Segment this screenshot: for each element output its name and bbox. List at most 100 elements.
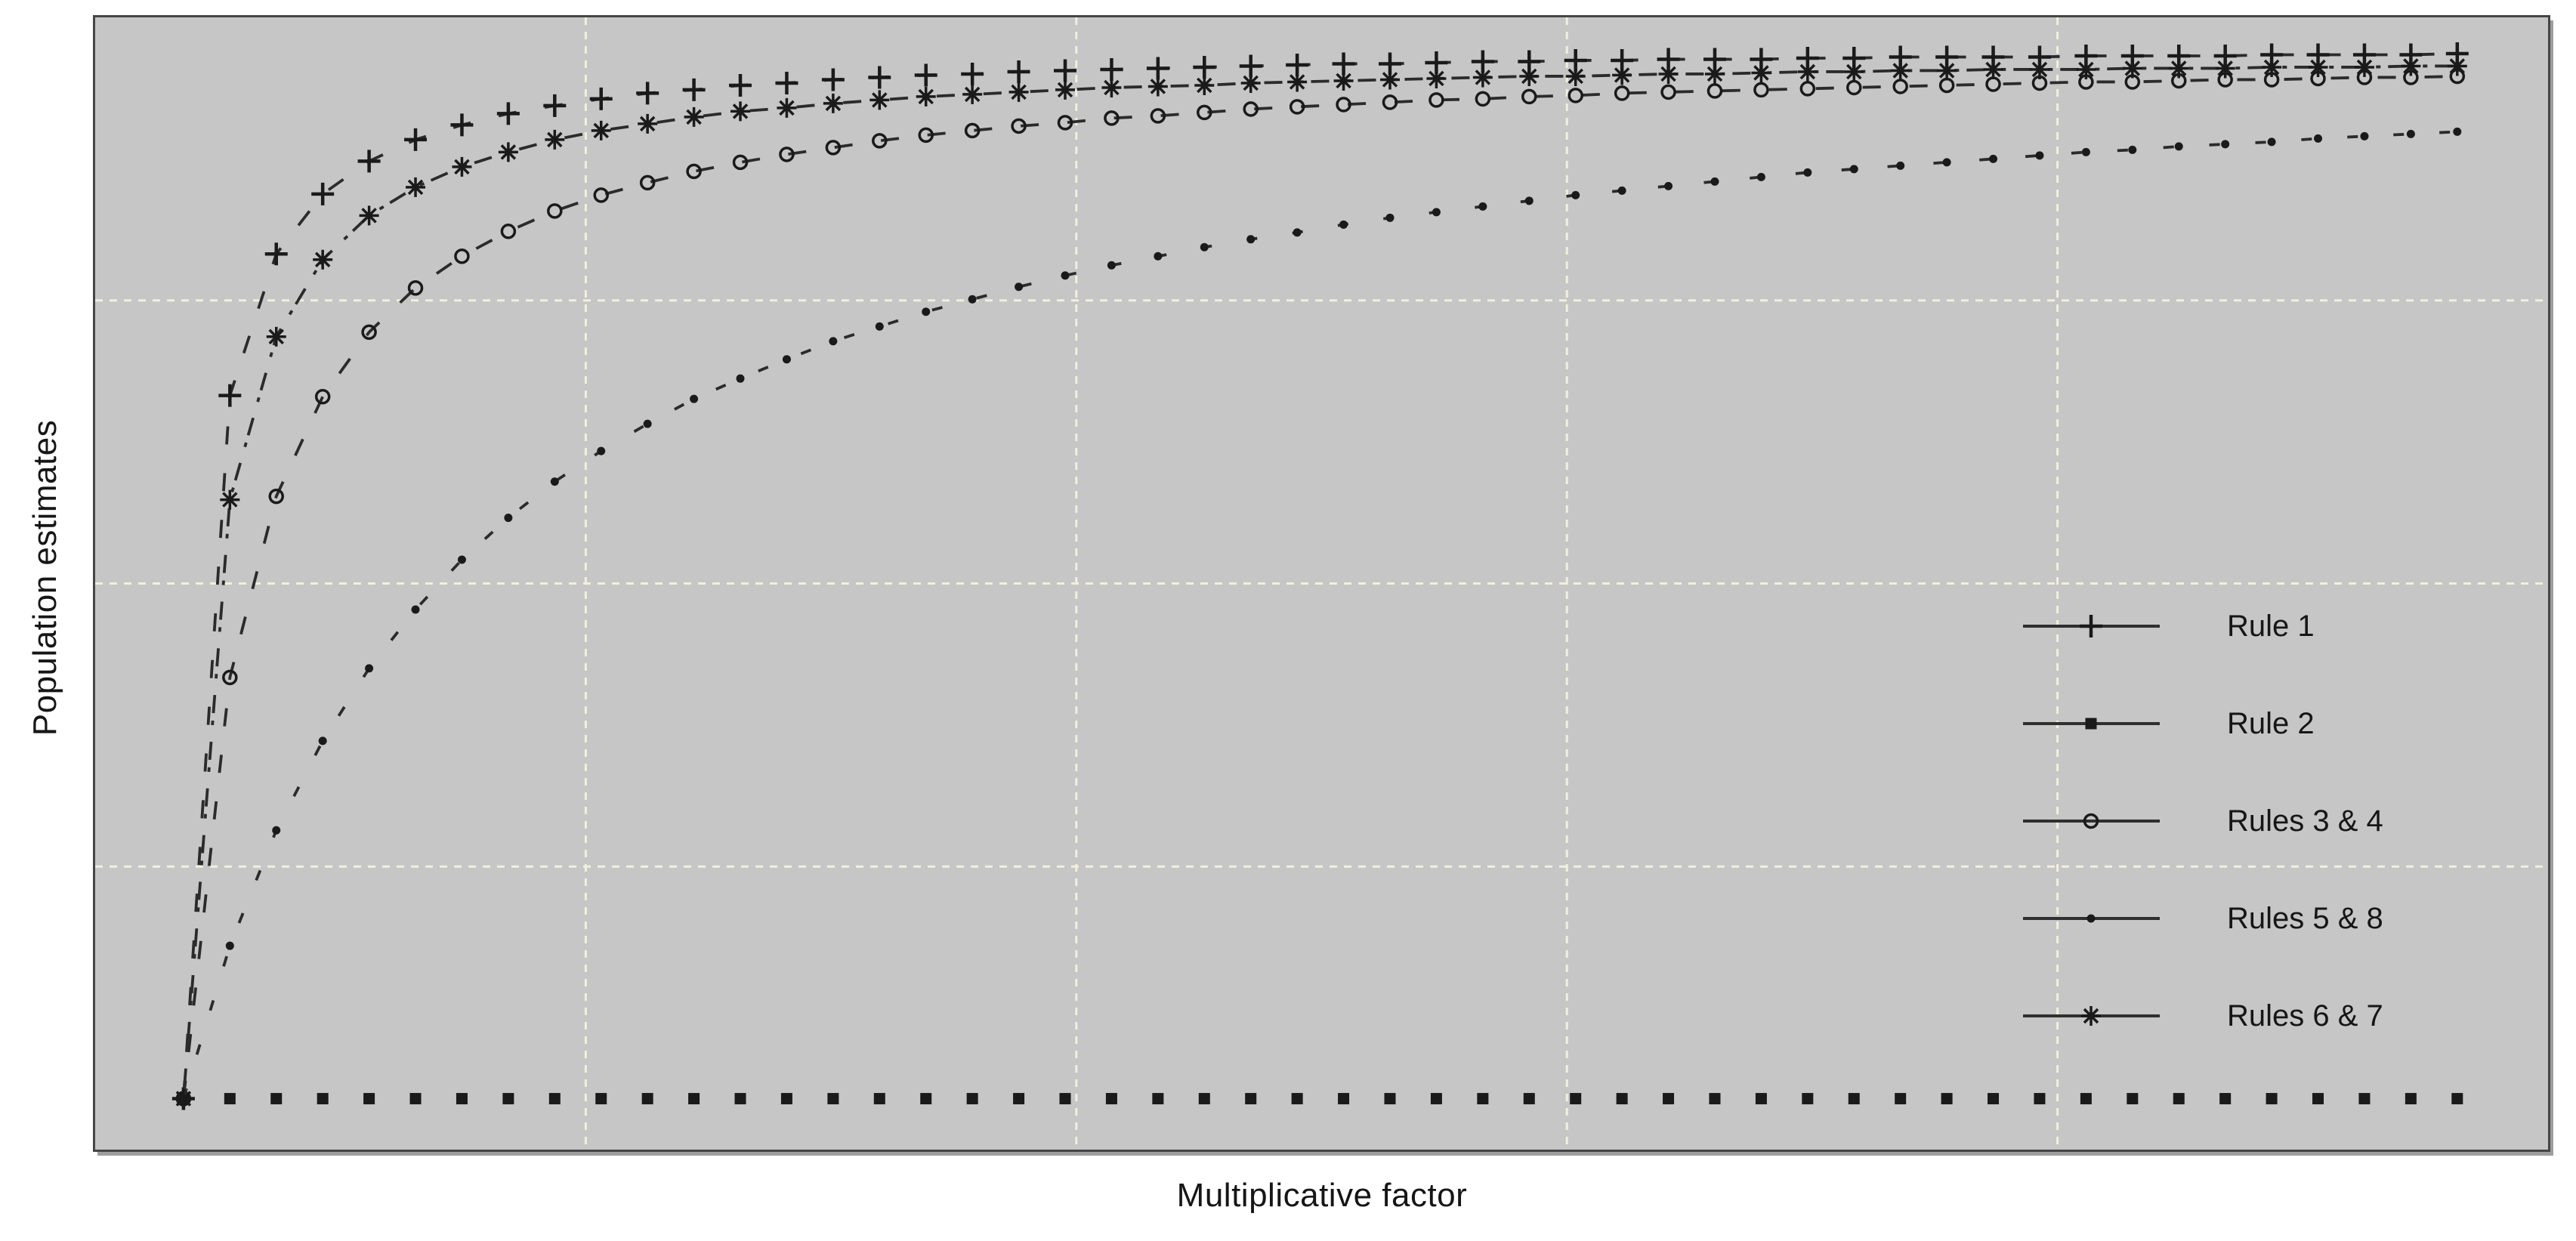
- data-point-marker: [2266, 1093, 2278, 1105]
- data-point-marker: [548, 1093, 561, 1105]
- filled-dot-icon: [2086, 914, 2096, 923]
- data-point-marker: [357, 150, 381, 173]
- data-point-marker: [218, 384, 242, 407]
- data-point-marker: [2219, 1093, 2232, 1105]
- data-point-marker: [1849, 165, 1858, 174]
- data-point-marker: [1753, 82, 1769, 98]
- data-point-marker: [639, 174, 656, 191]
- data-point-marker: [1338, 1093, 1350, 1105]
- series-line: [181, 52, 2457, 1099]
- data-point-marker: [313, 249, 333, 270]
- data-point-marker: [1150, 108, 1166, 124]
- data-point-marker: [225, 941, 234, 950]
- data-point-marker: [821, 68, 845, 91]
- data-point-marker: [591, 120, 611, 140]
- data-point-marker: [1061, 271, 1070, 280]
- data-point-marker: [1152, 1093, 1164, 1105]
- data-point-marker: [2451, 1093, 2463, 1105]
- data-point-marker: [550, 477, 559, 486]
- data-point-marker: [2453, 127, 2462, 136]
- data-point-marker: [266, 326, 286, 347]
- data-point-marker: [690, 394, 699, 403]
- data-point-marker: [264, 242, 288, 266]
- data-point-marker: [2128, 145, 2137, 154]
- data-point-marker: [1472, 67, 1493, 88]
- legend-item-label: Rules 6 & 7: [2227, 999, 2383, 1033]
- data-point-marker: [1240, 73, 1261, 93]
- data-point-marker: [686, 163, 702, 180]
- data-point-marker: [643, 419, 652, 428]
- data-point-marker: [914, 63, 937, 87]
- data-point-marker: [1107, 261, 1116, 270]
- data-point-marker: [961, 62, 984, 85]
- data-point-marker: [2401, 56, 2421, 76]
- data-point-marker: [1709, 1093, 1721, 1105]
- data-point-marker: [1848, 1093, 1860, 1105]
- data-point-marker: [1890, 60, 1910, 81]
- data-point-marker: [1988, 1093, 2000, 1105]
- data-point-marker: [2035, 151, 2044, 160]
- data-point-marker: [1293, 228, 1302, 237]
- data-point-marker: [875, 322, 884, 331]
- data-point-marker: [222, 669, 238, 686]
- data-point-marker: [736, 374, 745, 383]
- data-point-marker: [868, 66, 891, 89]
- data-point-marker: [504, 514, 513, 523]
- data-point-marker: [1339, 220, 1348, 229]
- data-point-marker: [1198, 1093, 1210, 1105]
- x-axis-label: Multiplicative factor: [1176, 1177, 1468, 1214]
- data-point-marker: [734, 1093, 746, 1105]
- legend-item-label: Rules 3 & 4: [2227, 804, 2383, 838]
- data-point-marker: [1664, 181, 1673, 190]
- open-circle-icon: [2083, 813, 2099, 829]
- data-point-marker: [406, 177, 426, 197]
- data-point-marker: [779, 147, 795, 162]
- data-point-marker: [1059, 1093, 1071, 1105]
- data-point-marker: [775, 71, 798, 94]
- y-axis-label: Population estimates: [26, 419, 63, 736]
- data-point-marker: [1985, 76, 2001, 92]
- data-point-marker: [964, 122, 981, 139]
- data-point-marker: [1200, 242, 1209, 252]
- data-point-marker: [1336, 97, 1351, 113]
- data-point-marker: [593, 187, 609, 203]
- legend-item-label: Rules 5 & 8: [2227, 902, 2383, 935]
- data-point-marker: [272, 826, 281, 835]
- data-point-marker: [595, 1093, 607, 1105]
- data-point-marker: [1568, 88, 1583, 103]
- data-point-marker: [1147, 76, 1168, 97]
- data-point-marker: [404, 128, 428, 151]
- data-point-marker: [452, 156, 472, 177]
- data-point-marker: [1426, 68, 1447, 88]
- data-point-marker: [2122, 58, 2142, 79]
- data-point-marker: [688, 1093, 700, 1105]
- data-point-marker: [1707, 83, 1723, 99]
- data-point-marker: [1475, 91, 1491, 107]
- data-point-marker: [1519, 66, 1540, 86]
- data-point-marker: [409, 1093, 422, 1105]
- data-point-marker: [1054, 59, 1076, 82]
- data-point-marker: [1989, 154, 1998, 163]
- data-point-marker: [730, 101, 751, 122]
- data-point-marker: [1246, 235, 1256, 244]
- data-point-marker: [2127, 1093, 2139, 1105]
- data-point-marker: [498, 142, 518, 162]
- data-point-marker: [966, 1093, 978, 1105]
- data-point-marker: [457, 555, 466, 564]
- data-point-marker: [597, 446, 606, 455]
- data-point-marker: [2312, 1093, 2324, 1105]
- data-point-marker: [1846, 79, 1862, 96]
- data-point-marker: [1057, 115, 1073, 131]
- data-point-marker: [1614, 85, 1630, 101]
- data-point-marker: [502, 1093, 514, 1105]
- chart-svg: Rule 1 Rule 2 Rules 3 & 4 Rules 5 & 8 Rules …: [95, 17, 2548, 1150]
- data-point-marker: [1658, 63, 1679, 84]
- data-point-marker: [2221, 140, 2230, 149]
- data-point-marker: [2080, 1093, 2092, 1105]
- data-point-marker: [270, 1093, 283, 1105]
- data-point-marker: [872, 133, 888, 149]
- data-point-marker: [1938, 77, 1955, 94]
- data-point-marker: [1710, 177, 1719, 186]
- data-point-marker: [1146, 57, 1169, 80]
- data-point-marker: [1617, 186, 1626, 195]
